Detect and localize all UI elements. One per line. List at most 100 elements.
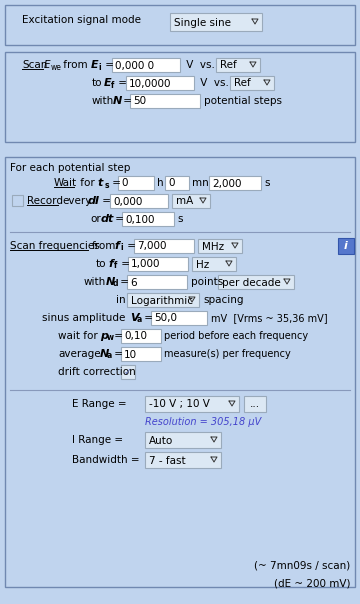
Bar	[151, 311, 207, 325]
Text: a: a	[107, 352, 112, 361]
Bar	[145, 452, 221, 468]
Bar	[145, 396, 239, 412]
Text: t: t	[98, 178, 103, 188]
Bar	[145, 432, 221, 448]
Text: N: N	[106, 277, 115, 287]
Bar	[5, 157, 355, 587]
Bar	[112, 58, 180, 72]
Text: we: we	[51, 62, 62, 71]
Bar	[121, 365, 135, 379]
Text: with: with	[84, 277, 106, 287]
Text: 50,0: 50,0	[154, 313, 177, 324]
Text: per decade: per decade	[222, 277, 281, 288]
Text: s: s	[264, 178, 270, 188]
Text: f: f	[108, 259, 113, 269]
Text: i: i	[98, 62, 101, 71]
Text: Auto: Auto	[149, 435, 173, 446]
Bar	[5, 52, 355, 142]
Text: dI: dI	[88, 196, 100, 206]
Text: every: every	[62, 196, 91, 206]
Text: 7 - fast: 7 - fast	[149, 455, 186, 466]
Text: from: from	[60, 60, 91, 70]
Bar	[218, 275, 294, 289]
Text: (dE ~ 200 mV): (dE ~ 200 mV)	[274, 579, 350, 589]
Text: in: in	[116, 295, 126, 305]
Bar	[198, 239, 242, 253]
Text: measure(s) per frequency: measure(s) per frequency	[164, 349, 291, 359]
Text: For each potential step: For each potential step	[10, 163, 130, 173]
Text: V: V	[130, 313, 139, 323]
Text: mV  [Vrms ~ 35,36 mV]: mV [Vrms ~ 35,36 mV]	[211, 313, 328, 323]
Text: 0,100: 0,100	[125, 214, 154, 225]
Bar	[128, 257, 188, 271]
Text: Wait: Wait	[54, 178, 77, 188]
Bar	[230, 76, 274, 90]
Text: Resolution = 305,18 μV: Resolution = 305,18 μV	[145, 417, 261, 427]
Bar	[126, 76, 194, 90]
Text: f: f	[114, 241, 119, 251]
Text: 0: 0	[168, 179, 175, 188]
Text: Bandwidth =: Bandwidth =	[72, 455, 140, 465]
Text: or: or	[90, 214, 101, 224]
Text: E Range =: E Range =	[72, 399, 127, 409]
Text: =: =	[124, 241, 136, 251]
Text: 10,0000: 10,0000	[129, 79, 171, 89]
Bar	[134, 239, 194, 253]
Text: -10 V ; 10 V: -10 V ; 10 V	[149, 399, 210, 410]
Text: with: with	[92, 96, 114, 106]
Text: Logarithmic: Logarithmic	[131, 295, 193, 306]
Text: 0,000: 0,000	[113, 196, 142, 207]
Text: 6: 6	[130, 277, 137, 288]
Text: MHz: MHz	[202, 242, 224, 251]
Bar	[121, 347, 161, 361]
Bar	[110, 194, 168, 208]
Bar	[338, 238, 354, 254]
Text: =: =	[109, 178, 121, 188]
Text: to: to	[96, 259, 107, 269]
Text: I Range =: I Range =	[72, 435, 123, 445]
Text: Scan: Scan	[22, 60, 48, 70]
Text: points: points	[191, 277, 223, 287]
Bar	[127, 275, 187, 289]
Text: N: N	[113, 96, 122, 106]
Text: p: p	[100, 331, 108, 341]
Text: Single sine: Single sine	[174, 18, 231, 28]
Text: dt: dt	[101, 214, 114, 224]
Text: period before each frequency: period before each frequency	[164, 331, 308, 341]
Text: =: =	[111, 331, 123, 341]
Text: =: =	[112, 214, 124, 224]
Text: i: i	[120, 243, 123, 252]
Text: potential steps: potential steps	[204, 96, 282, 106]
Bar	[209, 176, 261, 190]
Text: s: s	[177, 214, 183, 224]
Text: V  vs.: V vs.	[183, 60, 215, 70]
Text: d: d	[113, 280, 118, 289]
Text: drift correction: drift correction	[58, 367, 136, 377]
Text: Scan frequencies: Scan frequencies	[10, 241, 100, 251]
Text: 1,000: 1,000	[131, 260, 161, 269]
Text: =: =	[120, 96, 132, 106]
Text: ✓: ✓	[124, 367, 132, 377]
Bar	[127, 293, 199, 307]
Text: =: =	[111, 349, 123, 359]
Text: Ref: Ref	[234, 79, 251, 89]
Text: 0,000 0: 0,000 0	[115, 60, 154, 71]
Text: 10: 10	[124, 350, 137, 359]
Bar	[12, 195, 23, 206]
Text: E: E	[91, 60, 99, 70]
Text: =: =	[102, 60, 114, 70]
Bar	[244, 396, 266, 412]
Text: 2,000: 2,000	[212, 179, 242, 188]
Text: (~ 7mn09s / scan): (~ 7mn09s / scan)	[254, 561, 350, 571]
Text: Ref: Ref	[220, 60, 237, 71]
Bar	[170, 13, 262, 31]
Bar	[216, 58, 260, 72]
Text: =: =	[99, 196, 111, 206]
Bar	[172, 194, 210, 208]
Text: mn: mn	[192, 178, 209, 188]
Text: E: E	[104, 78, 112, 88]
Text: from: from	[92, 241, 116, 251]
Text: =: =	[141, 313, 153, 323]
Text: a: a	[137, 315, 142, 324]
Text: f: f	[114, 262, 117, 271]
